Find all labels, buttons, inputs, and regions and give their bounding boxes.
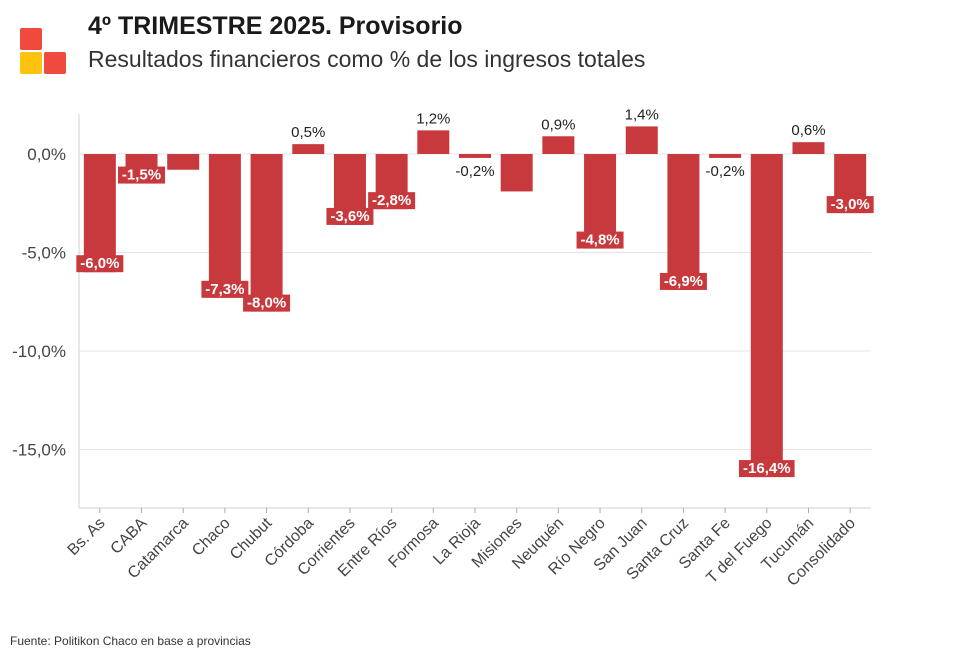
bar (500, 154, 533, 192)
y-tick-label: -5,0% (22, 244, 66, 263)
data-label-background (738, 460, 795, 478)
bar (208, 154, 241, 298)
data-label: -1,5% (122, 167, 161, 184)
data-label: -2,8% (372, 192, 411, 209)
data-label: -6,9% (664, 273, 703, 290)
bar (459, 154, 491, 158)
data-label: -0,2% (706, 163, 745, 180)
logo-square-top (20, 28, 42, 50)
bar (667, 154, 700, 290)
y-tick-label: -10,0% (12, 342, 66, 361)
bar (750, 154, 783, 478)
bar (417, 130, 450, 154)
data-label-background (76, 255, 124, 273)
data-label: -6,0% (80, 255, 119, 272)
logo-square-bottom-left (20, 52, 42, 74)
bar (83, 154, 116, 273)
chart-title: 4º TRIMESTRE 2025. Provisorio (88, 12, 463, 40)
bar (292, 144, 325, 154)
data-label: 0,9% (541, 116, 575, 133)
bar (167, 154, 200, 170)
data-label: 0,6% (791, 122, 825, 139)
data-label: -16,4% (743, 460, 791, 477)
data-label: -3,0% (831, 196, 870, 213)
chart-subtitle: Resultados financieros como % de los ing… (88, 46, 646, 72)
data-label-background (826, 196, 874, 214)
data-label-background (201, 280, 249, 298)
data-label: -3,6% (330, 208, 369, 225)
source-note: Fuente: Politikon Chaco en base a provin… (10, 634, 251, 648)
bar (792, 142, 825, 154)
data-label-background (118, 166, 166, 184)
y-tick-label: 0,0% (27, 145, 66, 164)
brand-logo (18, 26, 70, 78)
bar (625, 126, 658, 154)
y-tick-label: -15,0% (12, 441, 66, 460)
data-label: 0,5% (291, 124, 325, 141)
x-tick-label: Bs. As (65, 515, 109, 559)
data-label: -0,2% (455, 163, 494, 180)
data-label: 1,4% (625, 106, 659, 123)
data-label-background (326, 207, 374, 225)
data-label-background (243, 294, 291, 312)
bar (250, 154, 283, 312)
data-label-background (368, 192, 416, 210)
logo-square-bottom-right (44, 52, 66, 74)
bar-chart: 0,0% -5,0% -10,0% -15,0% -6,0% -1,5% -7,3%-8,0… (12, 106, 874, 590)
data-label: -4,8% (580, 232, 619, 249)
data-label: -7,3% (205, 281, 244, 298)
bar (542, 136, 575, 154)
data-label-background (576, 231, 624, 249)
data-label: -8,0% (247, 295, 286, 312)
data-label: 1,2% (416, 110, 450, 127)
data-label-background (659, 272, 707, 290)
bar (709, 154, 742, 158)
